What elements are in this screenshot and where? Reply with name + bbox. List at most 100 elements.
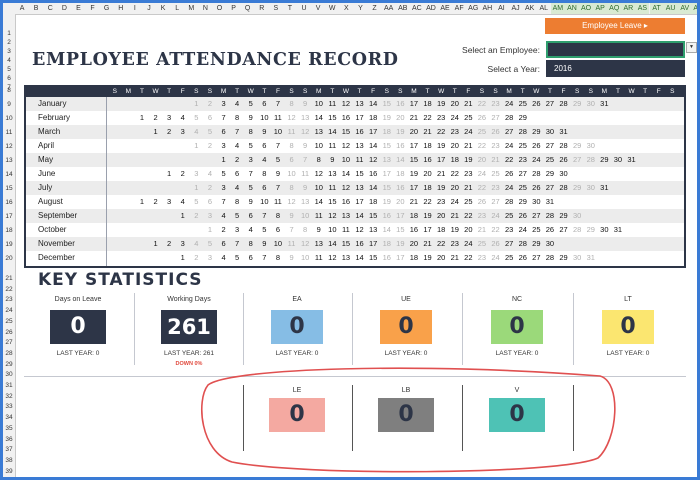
day-cell[interactable]: 14	[368, 141, 378, 150]
day-cell[interactable]: 18	[396, 169, 405, 178]
day-cell[interactable]: 22	[450, 169, 459, 178]
day-cell[interactable]: 22	[477, 183, 487, 192]
day-cell[interactable]: 31	[613, 225, 623, 234]
day-cell[interactable]: 23	[518, 155, 527, 164]
day-cell[interactable]: 14	[314, 197, 323, 206]
day-cell[interactable]: 19	[396, 239, 405, 248]
day-cell[interactable]: 10	[287, 169, 296, 178]
column-header[interactable]: G	[103, 5, 110, 12]
day-cell[interactable]: 29	[532, 239, 541, 248]
day-cell[interactable]: 7	[235, 239, 240, 248]
day-cell[interactable]: 23	[450, 127, 459, 136]
column-header[interactable]: J	[147, 5, 151, 12]
day-cell[interactable]: 3	[167, 113, 172, 122]
column-header[interactable]: AS	[635, 3, 650, 14]
day-cell[interactable]: 6	[221, 127, 226, 136]
day-cell[interactable]: 31	[586, 253, 595, 262]
day-cell[interactable]: 21	[423, 239, 432, 248]
day-cell[interactable]: 7	[289, 225, 294, 234]
day-cell[interactable]: 22	[477, 141, 487, 150]
column-header[interactable]: U	[301, 5, 307, 12]
column-header[interactable]: Q	[244, 5, 251, 12]
day-cell[interactable]: 2	[207, 141, 213, 150]
day-cell[interactable]: 7	[221, 113, 226, 122]
day-cell[interactable]: 8	[235, 113, 240, 122]
day-cell[interactable]: 3	[221, 141, 226, 150]
day-cell[interactable]: 4	[235, 141, 240, 150]
day-cell[interactable]: 6	[248, 253, 253, 262]
column-header[interactable]: AA	[383, 5, 394, 12]
column-header[interactable]: B	[33, 5, 39, 12]
day-cell[interactable]: 26	[518, 253, 527, 262]
day-cell[interactable]: 14	[328, 127, 337, 136]
day-cell[interactable]: 7	[262, 253, 267, 262]
day-cell[interactable]: 16	[341, 197, 351, 206]
column-header[interactable]: AG	[468, 5, 479, 12]
column-header[interactable]: H	[118, 5, 124, 12]
day-cell[interactable]: 2	[153, 113, 158, 122]
day-cell[interactable]: 10	[300, 253, 310, 262]
day-cell[interactable]: 8	[289, 183, 294, 192]
row-header[interactable]: 10	[5, 115, 13, 122]
day-cell[interactable]: 11	[274, 197, 282, 206]
day-cell[interactable]: 18	[368, 197, 378, 206]
day-cell[interactable]: 11	[328, 183, 337, 192]
day-cell[interactable]: 7	[275, 183, 281, 192]
day-cell[interactable]: 11	[274, 113, 282, 122]
column-header[interactable]: AP	[593, 3, 608, 14]
day-cell[interactable]: 1	[207, 225, 213, 234]
day-cell[interactable]: 24	[504, 141, 514, 150]
day-cell[interactable]: 6	[262, 183, 267, 192]
column-header[interactable]: AO	[579, 3, 594, 14]
day-cell[interactable]: 13	[355, 183, 364, 192]
dropdown-arrow-icon[interactable]: ▼	[686, 42, 697, 53]
day-cell[interactable]: 6	[262, 141, 267, 150]
day-cell[interactable]: 12	[300, 127, 310, 136]
day-cell[interactable]: 16	[409, 225, 419, 234]
day-cell[interactable]: 3	[207, 253, 213, 262]
column-header[interactable]: K	[160, 5, 166, 12]
day-cell[interactable]: 6	[235, 169, 240, 178]
day-cell[interactable]: 10	[314, 183, 323, 192]
day-cell[interactable]: 27	[532, 253, 541, 262]
day-cell[interactable]: 24	[518, 225, 527, 234]
day-cell[interactable]: 18	[450, 155, 459, 164]
row-header[interactable]: 2	[7, 39, 11, 46]
day-cell[interactable]: 21	[464, 99, 473, 108]
day-cell[interactable]: 23	[491, 141, 500, 150]
day-cell[interactable]: 16	[368, 169, 378, 178]
row-header[interactable]: 20	[5, 255, 13, 262]
day-cell[interactable]: 11	[287, 239, 296, 248]
day-cell[interactable]: 22	[423, 113, 432, 122]
day-cell[interactable]: 20	[477, 155, 487, 164]
day-cell[interactable]: 30	[545, 127, 555, 136]
day-cell[interactable]: 11	[355, 155, 364, 164]
day-cell[interactable]: 4	[248, 225, 253, 234]
day-cell[interactable]: 21	[450, 253, 459, 262]
day-cell[interactable]: 5	[248, 141, 253, 150]
day-cell[interactable]: 19	[464, 155, 473, 164]
column-header[interactable]: L	[175, 5, 180, 12]
day-cell[interactable]: 15	[396, 225, 405, 234]
day-cell[interactable]: 4	[180, 197, 185, 206]
day-cell[interactable]: 24	[464, 127, 473, 136]
day-cell[interactable]: 14	[355, 253, 364, 262]
day-cell[interactable]: 9	[289, 211, 294, 220]
column-header[interactable]: AF	[454, 5, 464, 12]
day-cell[interactable]: 26	[518, 211, 527, 220]
row-header[interactable]: 31	[5, 382, 13, 389]
day-cell[interactable]: 6	[221, 239, 226, 248]
day-cell[interactable]: 10	[341, 155, 351, 164]
column-header[interactable]: AC	[411, 5, 422, 12]
day-cell[interactable]: 6	[275, 225, 281, 234]
day-cell[interactable]: 8	[303, 225, 308, 234]
day-cell[interactable]: 22	[423, 197, 432, 206]
row-header[interactable]: 11	[5, 129, 13, 136]
day-cell[interactable]: 30	[613, 155, 623, 164]
day-cell[interactable]: 21	[464, 141, 473, 150]
column-header[interactable]: AD	[426, 5, 436, 12]
day-cell[interactable]: 3	[167, 197, 172, 206]
day-cell[interactable]: 13	[328, 169, 337, 178]
column-header[interactable]: P	[231, 5, 236, 12]
year-select[interactable]: 2016	[546, 60, 685, 77]
